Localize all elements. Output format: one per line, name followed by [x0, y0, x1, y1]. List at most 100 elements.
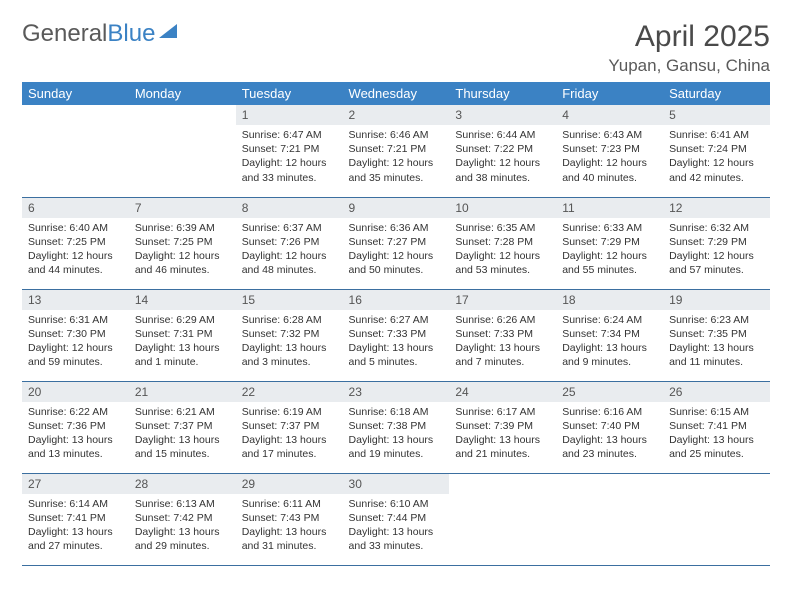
calendar-day-cell: 7Sunrise: 6:39 AMSunset: 7:25 PMDaylight…	[129, 197, 236, 289]
day-number: 28	[129, 474, 236, 494]
day-details: Sunrise: 6:33 AMSunset: 7:29 PMDaylight:…	[556, 218, 663, 282]
day-details: Sunrise: 6:24 AMSunset: 7:34 PMDaylight:…	[556, 310, 663, 374]
day-details: Sunrise: 6:39 AMSunset: 7:25 PMDaylight:…	[129, 218, 236, 282]
calendar-day-cell: 19Sunrise: 6:23 AMSunset: 7:35 PMDayligh…	[663, 289, 770, 381]
day-number: 11	[556, 198, 663, 218]
day-number: 19	[663, 290, 770, 310]
day-details: Sunrise: 6:11 AMSunset: 7:43 PMDaylight:…	[236, 494, 343, 558]
day-number: 26	[663, 382, 770, 402]
day-details: Sunrise: 6:23 AMSunset: 7:35 PMDaylight:…	[663, 310, 770, 374]
day-details: Sunrise: 6:44 AMSunset: 7:22 PMDaylight:…	[449, 125, 556, 189]
day-number: 14	[129, 290, 236, 310]
calendar-day-cell: 18Sunrise: 6:24 AMSunset: 7:34 PMDayligh…	[556, 289, 663, 381]
weekday-header: Wednesday	[343, 82, 450, 105]
calendar-day-cell: 21Sunrise: 6:21 AMSunset: 7:37 PMDayligh…	[129, 381, 236, 473]
calendar-day-cell	[22, 105, 129, 197]
calendar-week-row: 20Sunrise: 6:22 AMSunset: 7:36 PMDayligh…	[22, 381, 770, 473]
calendar-day-cell: 4Sunrise: 6:43 AMSunset: 7:23 PMDaylight…	[556, 105, 663, 197]
day-number: 17	[449, 290, 556, 310]
calendar-day-cell: 26Sunrise: 6:15 AMSunset: 7:41 PMDayligh…	[663, 381, 770, 473]
day-number: 12	[663, 198, 770, 218]
day-number: 10	[449, 198, 556, 218]
calendar-day-cell: 12Sunrise: 6:32 AMSunset: 7:29 PMDayligh…	[663, 197, 770, 289]
calendar-body: 1Sunrise: 6:47 AMSunset: 7:21 PMDaylight…	[22, 105, 770, 565]
calendar-day-cell: 14Sunrise: 6:29 AMSunset: 7:31 PMDayligh…	[129, 289, 236, 381]
day-number: 24	[449, 382, 556, 402]
day-details: Sunrise: 6:27 AMSunset: 7:33 PMDaylight:…	[343, 310, 450, 374]
day-details: Sunrise: 6:15 AMSunset: 7:41 PMDaylight:…	[663, 402, 770, 466]
day-details: Sunrise: 6:18 AMSunset: 7:38 PMDaylight:…	[343, 402, 450, 466]
calendar-day-cell: 29Sunrise: 6:11 AMSunset: 7:43 PMDayligh…	[236, 473, 343, 565]
day-details: Sunrise: 6:47 AMSunset: 7:21 PMDaylight:…	[236, 125, 343, 189]
calendar-day-cell: 9Sunrise: 6:36 AMSunset: 7:27 PMDaylight…	[343, 197, 450, 289]
calendar-day-cell	[556, 473, 663, 565]
day-number: 5	[663, 105, 770, 125]
day-number: 22	[236, 382, 343, 402]
day-number: 1	[236, 105, 343, 125]
calendar-day-cell: 25Sunrise: 6:16 AMSunset: 7:40 PMDayligh…	[556, 381, 663, 473]
calendar-day-cell: 10Sunrise: 6:35 AMSunset: 7:28 PMDayligh…	[449, 197, 556, 289]
calendar-day-cell: 27Sunrise: 6:14 AMSunset: 7:41 PMDayligh…	[22, 473, 129, 565]
day-details: Sunrise: 6:21 AMSunset: 7:37 PMDaylight:…	[129, 402, 236, 466]
location-subtitle: Yupan, Gansu, China	[608, 56, 770, 76]
weekday-header: Friday	[556, 82, 663, 105]
day-details: Sunrise: 6:10 AMSunset: 7:44 PMDaylight:…	[343, 494, 450, 558]
calendar-day-cell	[449, 473, 556, 565]
calendar-day-cell: 15Sunrise: 6:28 AMSunset: 7:32 PMDayligh…	[236, 289, 343, 381]
day-details: Sunrise: 6:16 AMSunset: 7:40 PMDaylight:…	[556, 402, 663, 466]
calendar-day-cell	[663, 473, 770, 565]
day-number: 23	[343, 382, 450, 402]
day-details: Sunrise: 6:22 AMSunset: 7:36 PMDaylight:…	[22, 402, 129, 466]
calendar-week-row: 13Sunrise: 6:31 AMSunset: 7:30 PMDayligh…	[22, 289, 770, 381]
weekday-header: Tuesday	[236, 82, 343, 105]
logo-triangle-icon	[159, 24, 177, 38]
weekday-header: Monday	[129, 82, 236, 105]
logo-text: GeneralBlue	[22, 20, 155, 48]
day-number: 13	[22, 290, 129, 310]
calendar-day-cell: 22Sunrise: 6:19 AMSunset: 7:37 PMDayligh…	[236, 381, 343, 473]
title-block: April 2025 Yupan, Gansu, China	[608, 20, 770, 76]
calendar-day-cell: 3Sunrise: 6:44 AMSunset: 7:22 PMDaylight…	[449, 105, 556, 197]
calendar-week-row: 27Sunrise: 6:14 AMSunset: 7:41 PMDayligh…	[22, 473, 770, 565]
day-number: 9	[343, 198, 450, 218]
day-number: 3	[449, 105, 556, 125]
day-number: 8	[236, 198, 343, 218]
day-number: 6	[22, 198, 129, 218]
calendar-day-cell: 24Sunrise: 6:17 AMSunset: 7:39 PMDayligh…	[449, 381, 556, 473]
calendar-week-row: 1Sunrise: 6:47 AMSunset: 7:21 PMDaylight…	[22, 105, 770, 197]
day-details: Sunrise: 6:37 AMSunset: 7:26 PMDaylight:…	[236, 218, 343, 282]
day-number: 2	[343, 105, 450, 125]
calendar-day-cell: 20Sunrise: 6:22 AMSunset: 7:36 PMDayligh…	[22, 381, 129, 473]
day-details: Sunrise: 6:17 AMSunset: 7:39 PMDaylight:…	[449, 402, 556, 466]
day-number: 29	[236, 474, 343, 494]
calendar-day-cell: 8Sunrise: 6:37 AMSunset: 7:26 PMDaylight…	[236, 197, 343, 289]
calendar-day-cell: 1Sunrise: 6:47 AMSunset: 7:21 PMDaylight…	[236, 105, 343, 197]
calendar-day-cell: 23Sunrise: 6:18 AMSunset: 7:38 PMDayligh…	[343, 381, 450, 473]
weekday-header: Saturday	[663, 82, 770, 105]
calendar-day-cell: 2Sunrise: 6:46 AMSunset: 7:21 PMDaylight…	[343, 105, 450, 197]
day-details: Sunrise: 6:31 AMSunset: 7:30 PMDaylight:…	[22, 310, 129, 374]
day-number: 25	[556, 382, 663, 402]
weekday-header: Thursday	[449, 82, 556, 105]
calendar-table: Sunday Monday Tuesday Wednesday Thursday…	[22, 82, 770, 566]
calendar-day-cell: 5Sunrise: 6:41 AMSunset: 7:24 PMDaylight…	[663, 105, 770, 197]
day-details: Sunrise: 6:19 AMSunset: 7:37 PMDaylight:…	[236, 402, 343, 466]
calendar-day-cell: 30Sunrise: 6:10 AMSunset: 7:44 PMDayligh…	[343, 473, 450, 565]
calendar-day-cell: 28Sunrise: 6:13 AMSunset: 7:42 PMDayligh…	[129, 473, 236, 565]
calendar-day-cell: 16Sunrise: 6:27 AMSunset: 7:33 PMDayligh…	[343, 289, 450, 381]
header: GeneralBlue April 2025 Yupan, Gansu, Chi…	[22, 20, 770, 76]
day-number: 15	[236, 290, 343, 310]
day-details: Sunrise: 6:29 AMSunset: 7:31 PMDaylight:…	[129, 310, 236, 374]
day-details: Sunrise: 6:36 AMSunset: 7:27 PMDaylight:…	[343, 218, 450, 282]
logo-word-blue: Blue	[107, 20, 155, 47]
day-details: Sunrise: 6:41 AMSunset: 7:24 PMDaylight:…	[663, 125, 770, 189]
day-number: 27	[22, 474, 129, 494]
calendar-day-cell: 6Sunrise: 6:40 AMSunset: 7:25 PMDaylight…	[22, 197, 129, 289]
day-number: 21	[129, 382, 236, 402]
weekday-header-row: Sunday Monday Tuesday Wednesday Thursday…	[22, 82, 770, 105]
calendar-day-cell: 11Sunrise: 6:33 AMSunset: 7:29 PMDayligh…	[556, 197, 663, 289]
day-details: Sunrise: 6:46 AMSunset: 7:21 PMDaylight:…	[343, 125, 450, 189]
calendar-week-row: 6Sunrise: 6:40 AMSunset: 7:25 PMDaylight…	[22, 197, 770, 289]
day-details: Sunrise: 6:40 AMSunset: 7:25 PMDaylight:…	[22, 218, 129, 282]
day-number: 16	[343, 290, 450, 310]
